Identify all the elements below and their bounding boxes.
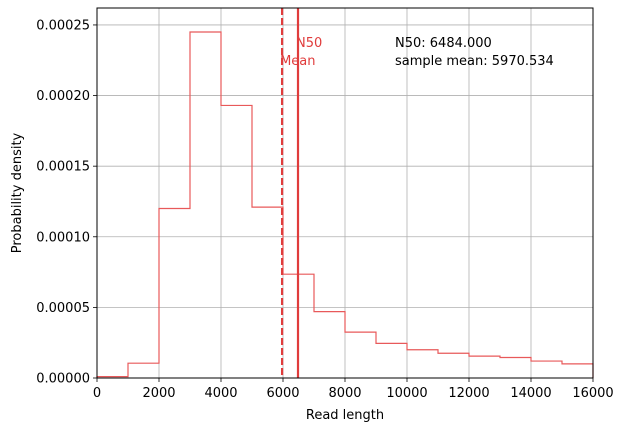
x-tick-label: 6000 [266,386,299,401]
histogram-bin [190,32,221,378]
histogram-bin [531,361,562,378]
x-axis-ticks: 0 2000 4000 6000 8000 10000 12000 14000 16000 [93,378,614,401]
histogram-bin [407,350,438,378]
x-tick-label: 2000 [142,386,175,401]
x-tick-label: 4000 [204,386,237,401]
y-tick-label: 0.00010 [36,230,90,245]
histogram-bin [469,356,500,378]
histogram-bin [500,358,531,378]
histogram-bin [314,312,345,378]
histogram-outline [96,31,594,378]
x-tick-label: 0 [93,386,101,401]
n50-annotation: N50: 6484.000 [395,36,492,51]
histogram-bin [438,353,469,378]
x-tick-label: 12000 [448,386,489,401]
grid-lines [96,8,594,379]
y-tick-label: 0.00000 [36,372,90,387]
y-tick-label: 0.00020 [36,89,90,104]
x-tick-label: 10000 [386,386,427,401]
y-tick-label: 0.00025 [36,18,90,33]
sample-mean-annotation: sample mean: 5970.534 [395,54,554,69]
y-tick-label: 0.00005 [36,301,90,316]
y-tick-label: 0.00015 [36,160,90,175]
x-tick-label: 14000 [510,386,551,401]
histogram-bin [128,363,159,378]
n50-line-label: N50 [296,36,322,51]
x-axis-label: Read length [306,408,384,423]
histogram-bin [159,209,190,378]
x-tick-label: 8000 [328,386,361,401]
histogram-bin [345,332,376,378]
reference-lines [280,8,300,378]
mean-line-label: Mean [280,54,315,69]
histogram-bars [96,31,594,378]
y-axis-label: Probability density [10,132,25,253]
histogram-bin [376,343,407,378]
histogram-bin [221,105,252,378]
y-axis-ticks: 0.00000 0.00005 0.00010 0.00015 0.00020 0.000… [36,18,97,387]
histogram-bin [252,207,283,378]
histogram-bin [562,364,593,378]
x-tick-label: 16000 [572,386,613,401]
